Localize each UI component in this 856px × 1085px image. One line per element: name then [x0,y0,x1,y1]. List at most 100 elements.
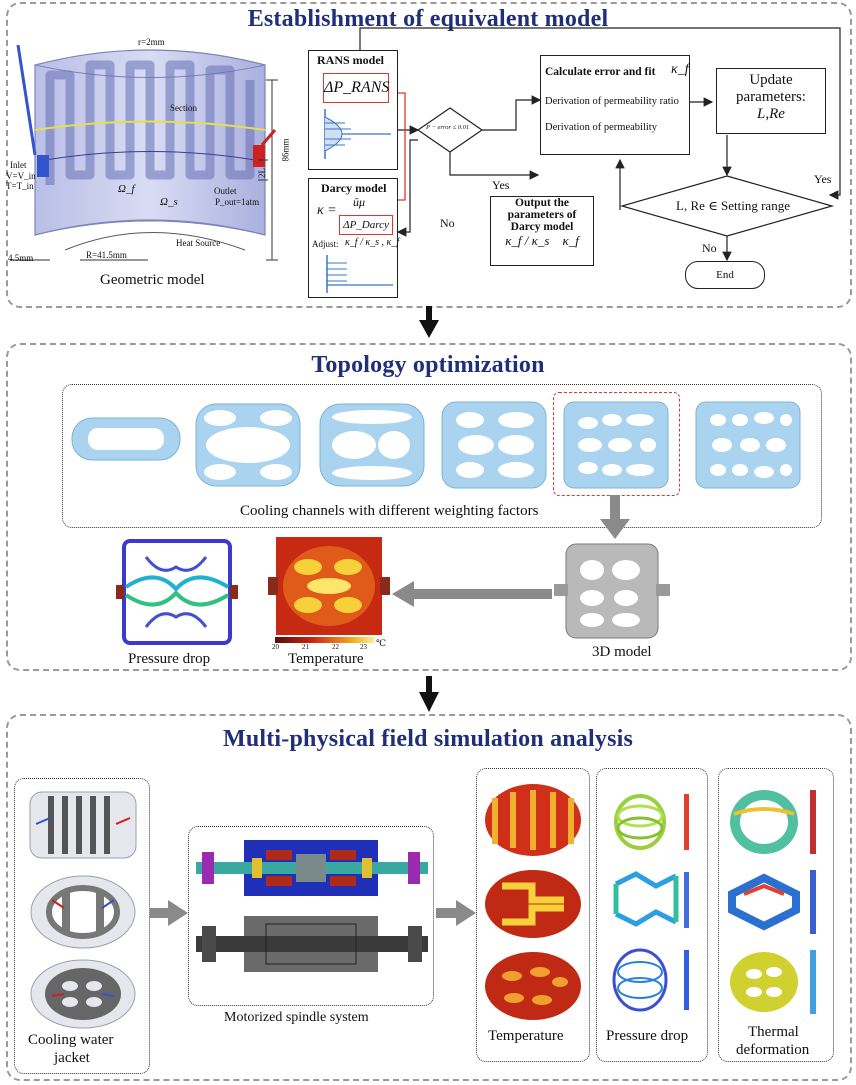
gray-arrow-right-icon-1 [150,900,188,926]
pressure-results-caption: Pressure drop [606,1028,689,1044]
panel2-title: Topology optimization [311,352,545,378]
temperature-caption: Temperature [288,651,364,667]
decision-error-no: No [440,216,455,230]
calculate-line2: Derivation of permeability [545,122,657,133]
channel-shape-3 [319,403,425,487]
rans-velocity-profile [324,109,391,159]
rans-model-box: RANS model ΔP_RANS [308,50,398,170]
arrow-down-icon [419,306,439,338]
darcy-denominator-box: ΔP_Darcy [339,215,393,235]
channel-shape-4 [441,401,547,489]
label-outlet: Outlet [214,186,237,196]
output-vars: κ_f / κ_s κ_f [505,233,579,248]
calculate-title: Calculate error and fit [545,66,656,78]
deformation-results-group [718,768,834,1062]
output-line3: Darcy model [510,221,574,233]
deformation-result-2 [728,870,816,934]
jacket-caption-2: jacket [54,1050,90,1066]
geometric-model-figure [10,44,278,261]
label-omega-f: Ω_f [118,183,135,195]
pressure-drop-image [116,537,238,647]
model-3d-image [554,543,670,639]
update-line1: Update [749,72,793,88]
channel-shape-1 [71,417,181,461]
jacket-topology-image [30,959,136,1029]
deformation-result-1 [730,790,816,854]
darcy-kappa: κ = [317,203,337,218]
channel-shape-5 [563,401,669,489]
rans-formula-box: ΔP_RANS [323,73,389,103]
gray-arrow-down-icon [600,495,630,539]
end-terminal: End [685,261,765,289]
darcy-velocity-profile [326,255,393,293]
channel-shape-2 [195,403,301,487]
colorbar-tick-23: 23 [360,643,367,651]
gray-arrow-left-icon [392,581,552,607]
temperature-colorbar [275,637,375,643]
pressure-results-group [596,768,708,1062]
darcy-adjust-label: Adjust: [312,239,339,249]
deformation-caption-2: deformation [736,1042,810,1058]
temperature-results-group [476,768,590,1062]
colorbar-tick-20: 20 [272,643,279,651]
decision-range-diamond [619,175,835,237]
decision-error-diamond [416,107,484,153]
temperature-result-2 [485,870,581,938]
update-line3: L,Re [757,106,785,122]
flowchart-connectors [359,27,841,262]
temperature-image [268,537,390,635]
channels-caption: Cooling channels with different weightin… [240,503,539,519]
label-inlet-v: V=V_in [6,171,36,181]
darcy-numerator: ūμ [353,195,366,209]
darcy-model-box: Darcy model κ = ūμ ΔP_Darcy Adjust: κ_f … [308,178,399,298]
model-3d-caption: 3D model [592,644,652,660]
decision-range-no: No [702,241,717,255]
rans-title: RANS model [317,53,385,67]
channel-shape-6 [695,401,801,489]
temperature-results-caption: Temperature [488,1028,564,1044]
label-r: r=2mm [138,37,165,47]
label-thickness: 4.5mm [8,253,34,263]
output-darcy-box: Output the parameters of Darcy model κ_f… [490,196,594,266]
darcy-title: Darcy model [321,181,387,195]
label-inlet-t: T=T_in [6,181,34,191]
decision-error-yes: Yes [492,178,510,192]
pressure-result-2 [613,871,689,928]
calculate-line1: Derivation of permeability ratio [545,96,679,107]
colorbar-tick-21: 21 [302,643,309,651]
temperature-result-3 [485,952,581,1020]
gray-arrow-right-icon-2 [436,900,476,926]
label-heat-source: Heat Source [176,238,221,248]
jacket-spiral-image [30,875,136,949]
jacket-caption-1: Cooling water [28,1032,114,1048]
arrow-down-icon-2 [419,676,439,712]
pressure-result-1 [614,794,689,850]
pressure-result-3 [612,948,689,1012]
label-omega-s: Ω_s [160,196,178,208]
update-parameters-box: Update parameters: L,Re [716,68,826,134]
decision-error-text: P − error ≤ 0.01 [426,124,470,131]
channels-group [62,384,822,528]
calculate-error-box: Calculate error and fit κ_f Derivation o… [540,55,690,155]
output-line2: parameters of [507,209,577,221]
label-pout: P_out=1atm [215,197,260,207]
spindle-group [188,826,434,1006]
decision-range-yes: Yes [814,172,832,186]
deformation-caption-1: Thermal [748,1024,799,1040]
label-radius: R=41.5mm [86,250,127,260]
spindle-mesh-image [196,916,428,972]
colorbar-tick-22: 22 [332,643,339,651]
jacket-group [14,778,150,1074]
panel-multiphysics [6,714,852,1081]
spindle-caption: Motorized spindle system [224,1010,369,1025]
pressure-drop-caption: Pressure drop [128,651,211,667]
label-section: Section [170,103,197,113]
update-line2: parameters: [736,89,806,105]
temperature-result-1 [485,784,581,856]
colorbar-unit: ℃ [376,638,387,648]
output-line1: Output the [515,197,569,209]
geometric-model-caption: Geometric model [100,272,205,288]
jacket-serpentine-image [29,791,137,859]
deformation-result-3 [730,950,816,1014]
label-inlet: Inlet [10,160,27,170]
